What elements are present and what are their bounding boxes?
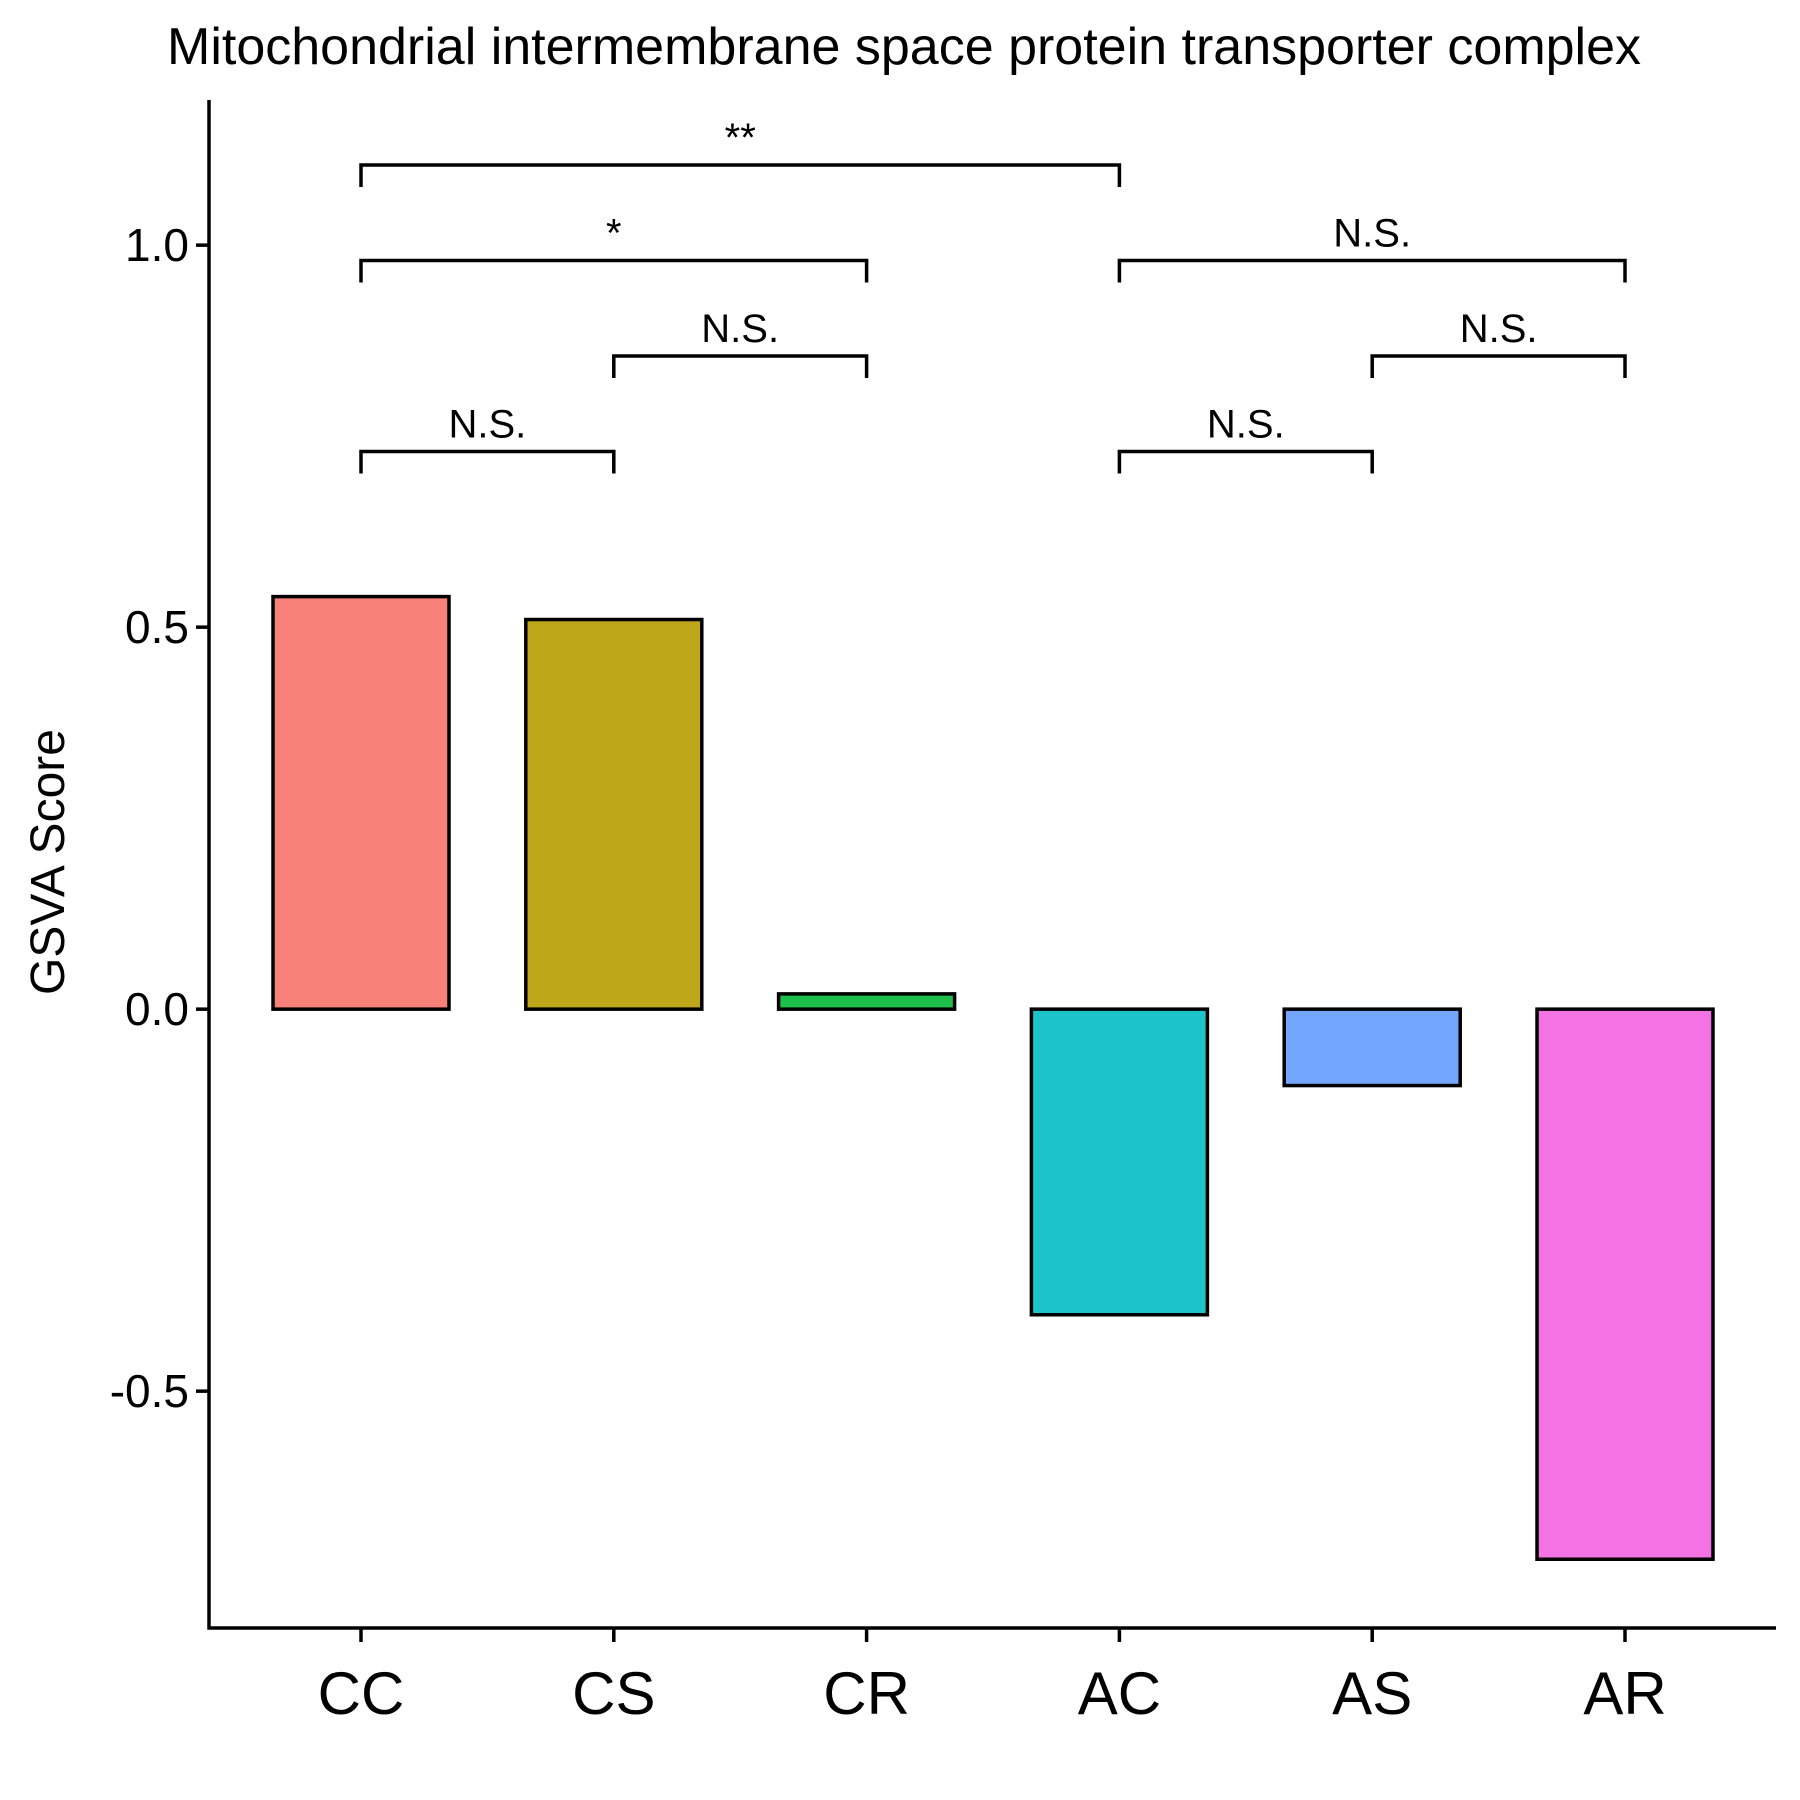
chart-title: Mitochondrial intermembrane space protei… — [167, 18, 1641, 76]
axes-layer: -0.5 0.0 0.5 1.0 CC CS CR AC AS AR — [110, 100, 1776, 1727]
y-tick-label: 0.5 — [125, 601, 189, 653]
bar-cc — [271, 594, 451, 1011]
comparison-bracket-as-ar — [1370, 354, 1627, 378]
x-tick-label-ar: AR — [1583, 1660, 1666, 1727]
y-tick-label: 0.0 — [125, 983, 189, 1035]
comparisons-layer: N.S.N.S.***N.S.N.S.N.S. — [359, 116, 1627, 474]
bar-ar — [1535, 1007, 1715, 1561]
comparison-bracket-ac-as — [1117, 449, 1374, 474]
bar-cs — [524, 617, 704, 1011]
significance-label-ac-as: N.S. — [1207, 402, 1285, 446]
y-axis-title: GSVA Score — [22, 729, 75, 995]
comparison-bracket-cs-cr — [612, 354, 869, 378]
significance-label-cc-ac: ** — [725, 116, 756, 160]
bars-layer — [271, 594, 1715, 1561]
bar-cr — [776, 992, 957, 1011]
comparison-bracket-cc-cs — [359, 449, 616, 474]
significance-label-cc-cs: N.S. — [449, 402, 527, 446]
significance-label-cs-cr: N.S. — [701, 307, 779, 351]
bar-ac — [1029, 1007, 1210, 1317]
bar-as — [1282, 1007, 1462, 1088]
comparison-bracket-cc-cr — [359, 258, 869, 283]
x-tick-label-cr: CR — [823, 1660, 910, 1727]
significance-label-as-ar: N.S. — [1460, 307, 1538, 351]
x-tick-label-as: AS — [1332, 1660, 1412, 1727]
significance-label-cc-cr: * — [606, 211, 622, 255]
x-tick-label-ac: AC — [1078, 1660, 1161, 1727]
comparison-bracket-cc-ac — [359, 163, 1122, 187]
y-tick-label: -0.5 — [110, 1365, 189, 1417]
x-tick-label-cc: CC — [318, 1660, 405, 1727]
significance-label-ac-ar: N.S. — [1333, 211, 1411, 255]
y-tick-label: 1.0 — [125, 219, 189, 271]
x-tick-label-cs: CS — [572, 1660, 655, 1727]
comparison-bracket-ac-ar — [1117, 258, 1627, 283]
